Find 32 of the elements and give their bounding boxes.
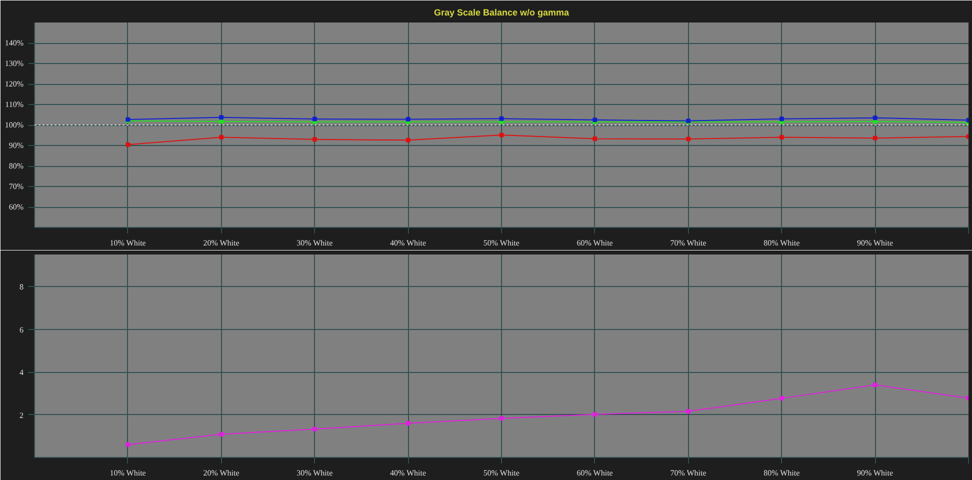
x-tick-label: 20% White — [203, 238, 240, 248]
y-tick-label: 6 — [20, 325, 24, 334]
x-tick-label: 10% White — [110, 238, 146, 248]
chart-title: Gray Scale Balance w/o gamma — [434, 8, 570, 18]
x-tick-label: 40% White — [390, 238, 427, 248]
y-tick-label: 60% — [8, 202, 24, 212]
x-tick-label: 70% White — [670, 238, 707, 248]
y-tick-label: 130% — [4, 59, 24, 68]
x-tick-label: 70% White — [670, 468, 707, 478]
y-tick-label: 4 — [20, 368, 24, 378]
x-tick-label: 80% White — [764, 238, 800, 248]
y-tick-label: 70% — [8, 182, 24, 191]
x-tick-label: 50% White — [483, 468, 520, 478]
x-tick-label: 30% White — [296, 238, 334, 248]
y-tick-label: 120% — [4, 80, 24, 88]
y-tick-label: 8 — [20, 282, 24, 292]
y-tick-label: 90% — [8, 141, 24, 150]
y-tick-label: 100% — [4, 120, 24, 130]
x-tick-label: 60% White — [576, 468, 614, 478]
x-tick-label: 50% White — [483, 238, 520, 248]
y-tick-label: 110% — [5, 100, 24, 109]
x-tick-label: 90% White — [856, 468, 894, 478]
x-tick-label: 80% White — [764, 468, 800, 478]
y-tick-label: 80% — [8, 162, 24, 170]
x-tick-label: 90% White — [856, 238, 894, 248]
y-tick-label: 140% — [4, 38, 24, 48]
x-tick-label: 30% White — [296, 468, 334, 478]
x-tick-label: 20% White — [203, 468, 240, 478]
y-tick-label: 2 — [20, 410, 24, 420]
x-tick-label: 40% White — [390, 468, 427, 478]
x-tick-label: 60% White — [576, 238, 614, 248]
x-tick-label: 10% White — [110, 468, 146, 478]
